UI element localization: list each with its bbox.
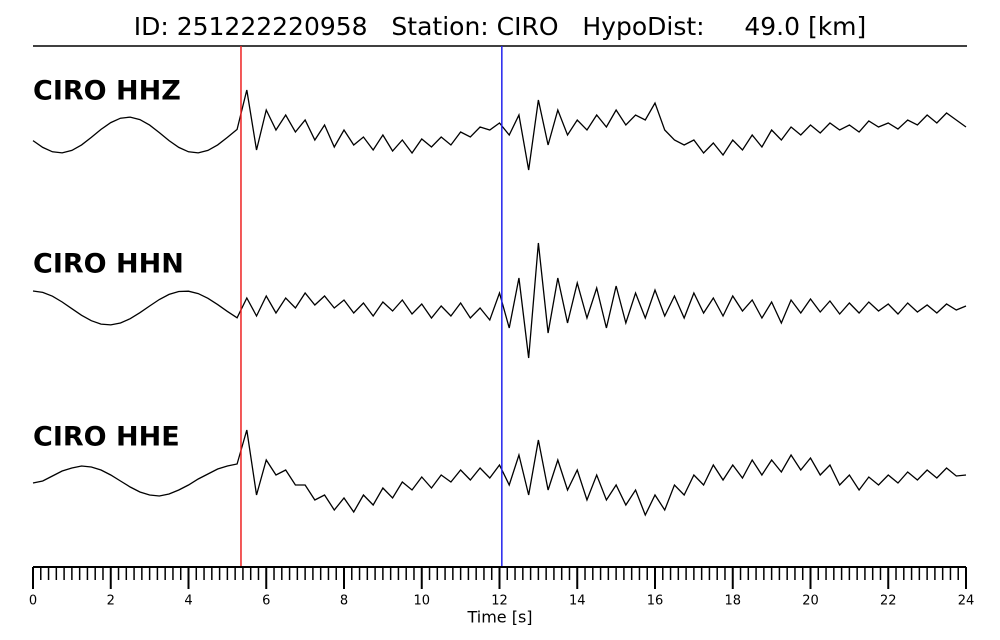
x-tick-label: 14 [569, 594, 586, 609]
trace-label: CIRO HHE [33, 422, 180, 453]
x-tick-label: 0 [29, 594, 37, 609]
waveform [32, 89, 967, 171]
x-tick-label: 2 [107, 594, 115, 609]
waveform [32, 429, 967, 517]
x-tick-label: 6 [262, 594, 270, 609]
x-tick-label: 20 [802, 594, 819, 609]
x-tick-label: 8 [340, 594, 348, 609]
x-tick-label: 18 [724, 594, 741, 609]
x-tick-label: 4 [184, 594, 192, 609]
x-tick-label: 16 [647, 594, 664, 609]
x-tick-label: 24 [958, 594, 975, 609]
x-tick-label: 22 [880, 594, 897, 609]
x-axis-label: Time [s] [466, 608, 532, 627]
trace-label: CIRO HHN [33, 249, 184, 280]
waveform [32, 242, 967, 359]
trace-label: CIRO HHZ [33, 76, 181, 107]
x-tick-label: 12 [491, 594, 508, 609]
chart-title: ID: 251222220958 Station: CIRO HypoDist:… [134, 12, 867, 41]
x-tick-label: 10 [413, 594, 430, 609]
